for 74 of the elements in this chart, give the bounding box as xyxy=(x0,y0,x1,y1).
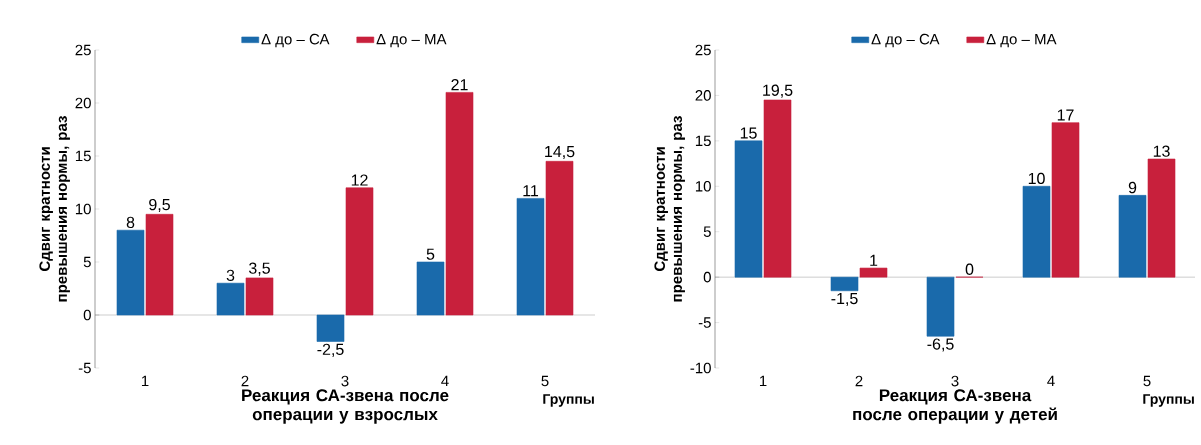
data-label: 1 xyxy=(870,254,878,266)
x-tick-label: 3 xyxy=(341,375,349,387)
bar xyxy=(830,276,859,292)
bar xyxy=(445,92,474,316)
text: Группы xyxy=(1143,394,1194,407)
bar xyxy=(416,261,445,316)
data-label: 13 xyxy=(1153,145,1170,157)
x-tick-label: 3 xyxy=(951,375,959,387)
legend-label: Δ до – СА xyxy=(261,33,330,48)
x-tick-label: 4 xyxy=(1047,375,1055,387)
legend-label: Δ до – СА xyxy=(871,33,940,48)
x-tick-label: 2 xyxy=(855,375,863,387)
y-tick-label: 25 xyxy=(75,44,91,56)
x-tick-label: 2 xyxy=(241,375,249,387)
data-label: 15 xyxy=(740,127,757,139)
x-axis-title: Реакция СА-звена после операции у взрослых xyxy=(242,389,449,424)
data-label: 10 xyxy=(1028,172,1045,185)
bar xyxy=(926,276,955,337)
legend-label: Δ до – МА xyxy=(376,33,447,48)
data-label: 9,5 xyxy=(149,198,170,213)
x-tick-label: 5 xyxy=(541,375,549,387)
y-tick-label: -5 xyxy=(78,362,91,374)
data-label: -6,5 xyxy=(927,338,954,352)
y-tick-label: 0 xyxy=(703,271,711,283)
bar xyxy=(245,277,274,316)
y-tick-label: 0 xyxy=(83,309,91,321)
x-tick-label: 1 xyxy=(141,375,149,387)
bar xyxy=(545,161,574,316)
data-label: 12 xyxy=(351,174,368,186)
x-tick-label: 1 xyxy=(759,375,767,387)
y-tick-label: 5 xyxy=(83,256,91,268)
data-label: 3 xyxy=(226,269,235,282)
bar xyxy=(859,267,888,278)
y-axis-title: Сдвиг кратности превышения нормы, раз xyxy=(654,116,685,302)
y-tick-label: -10 xyxy=(690,362,711,374)
y-tick-label: 10 xyxy=(695,180,711,192)
data-label: 11 xyxy=(523,185,539,197)
y-tick-label: 20 xyxy=(75,97,91,109)
data-label: 17 xyxy=(1057,109,1074,121)
data-label: 21 xyxy=(451,79,468,91)
x-tick-label: 4 xyxy=(441,375,449,387)
data-label: 9 xyxy=(1128,181,1137,194)
data-label: 3,5 xyxy=(248,262,270,276)
data-label: 0 xyxy=(965,263,974,275)
bar xyxy=(216,282,245,316)
data-label: 5 xyxy=(426,248,435,260)
y-tick-label: -5 xyxy=(698,317,711,328)
y-tick-label: 25 xyxy=(695,44,711,56)
data-label: 14,5 xyxy=(545,146,575,160)
y-tick-label: 15 xyxy=(695,135,711,147)
x-tick-label: 5 xyxy=(1143,375,1151,387)
bar xyxy=(734,140,763,278)
legend-label: Δ до – МА xyxy=(986,33,1057,48)
bar xyxy=(1022,185,1051,278)
bar xyxy=(316,314,345,342)
bar xyxy=(145,214,174,316)
bar xyxy=(345,187,374,316)
bar xyxy=(1051,122,1080,278)
data-label: -2,5 xyxy=(317,343,344,357)
bar xyxy=(1147,158,1176,278)
bar xyxy=(1118,195,1147,278)
y-tick-label: 15 xyxy=(75,150,91,162)
data-label: 8 xyxy=(126,216,135,229)
y-axis-title: Сдвиг кратности превышения нормы, раз xyxy=(39,116,70,302)
bar xyxy=(516,198,545,316)
bar xyxy=(116,229,145,316)
y-tick-label: 10 xyxy=(75,203,91,215)
bar xyxy=(763,99,792,278)
y-tick-label: 20 xyxy=(695,90,711,101)
data-label: -1,5 xyxy=(831,292,858,307)
data-label: 19,5 xyxy=(763,84,793,98)
y-tick-label: 5 xyxy=(703,226,711,237)
text: Группы xyxy=(543,394,594,407)
x-axis-title: Реакция СА-звена после операции у детей xyxy=(853,389,1057,424)
